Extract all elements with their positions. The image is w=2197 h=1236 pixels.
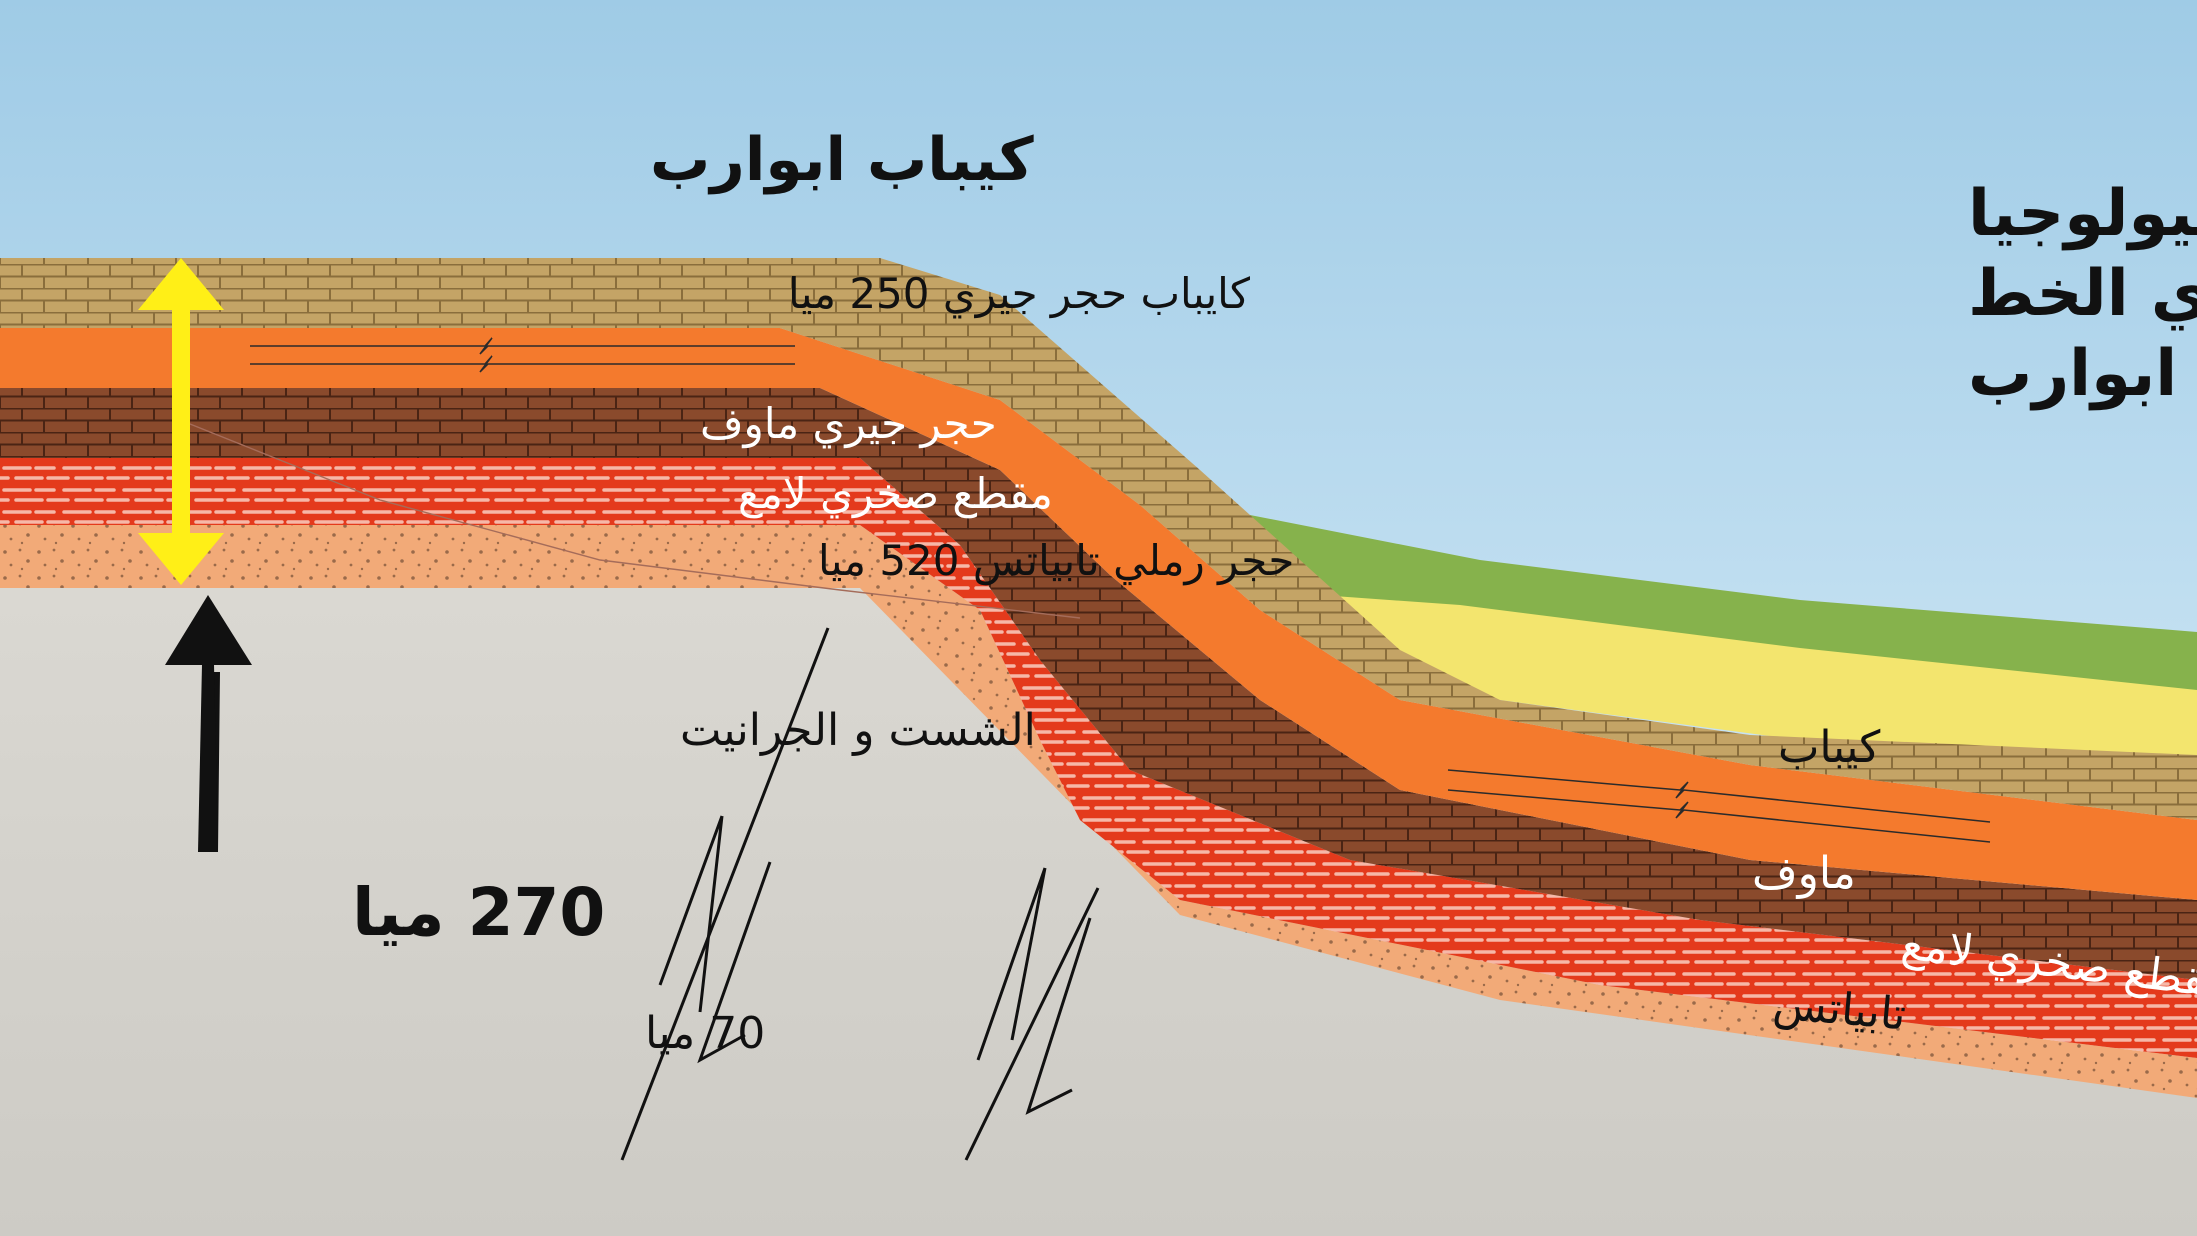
title-line-3: و كايباب ابوارب: [1968, 337, 2197, 411]
main-title: المقطع العرضي لـ جيولوجيا جراند كانيون ع…: [1968, 177, 2197, 411]
right-tapeats-label: تابياتس: [1771, 978, 1908, 1040]
fault-label: 70 ميا: [645, 1008, 765, 1059]
gap-label: 270 ميا: [352, 874, 605, 951]
unconformity-lines-left: [250, 337, 795, 373]
unconformity-lines-right: [1447, 769, 1991, 843]
left-kaibab-label: كايباب حجر جيري 250 ميا: [788, 269, 1250, 318]
region-label: كيباب ابوارب: [650, 125, 1034, 195]
yellow-double-arrow: [138, 258, 224, 585]
title-line-1: المقطع العرضي لـ جيولوجيا: [1968, 177, 2197, 251]
bright-angel-shale-layer: [0, 458, 2197, 1058]
muav-limestone-layer: [0, 388, 2197, 980]
yellow-layer: [1320, 595, 2197, 785]
basement-schist-granite: [0, 588, 2197, 1236]
black-up-arrow: [165, 595, 252, 852]
thin-guide-line: [179, 419, 1081, 619]
green-layer: [1250, 515, 2197, 700]
kaibab-limestone-layer: [0, 258, 2197, 820]
title-line-2: جراند كانيون عرض أحادي الخط: [1968, 251, 2197, 331]
left-tapeats-label: حجر رملي تابياتس 520 ميا: [818, 536, 1294, 586]
left-muav-label: حجر جيري ماوف: [700, 399, 997, 448]
right-muav-label: ماوف: [1752, 848, 1856, 899]
fault-lines: [620, 627, 1100, 1161]
left-bright-angel-label: مقطع صخري لامع: [738, 469, 1053, 519]
tapeats-sandstone-layer: [0, 525, 2197, 1098]
orange-layer: [0, 328, 2197, 900]
basement-label: الشست و الجرانيت: [680, 705, 1036, 756]
right-kaibab-label: كيباب: [1778, 722, 1880, 773]
